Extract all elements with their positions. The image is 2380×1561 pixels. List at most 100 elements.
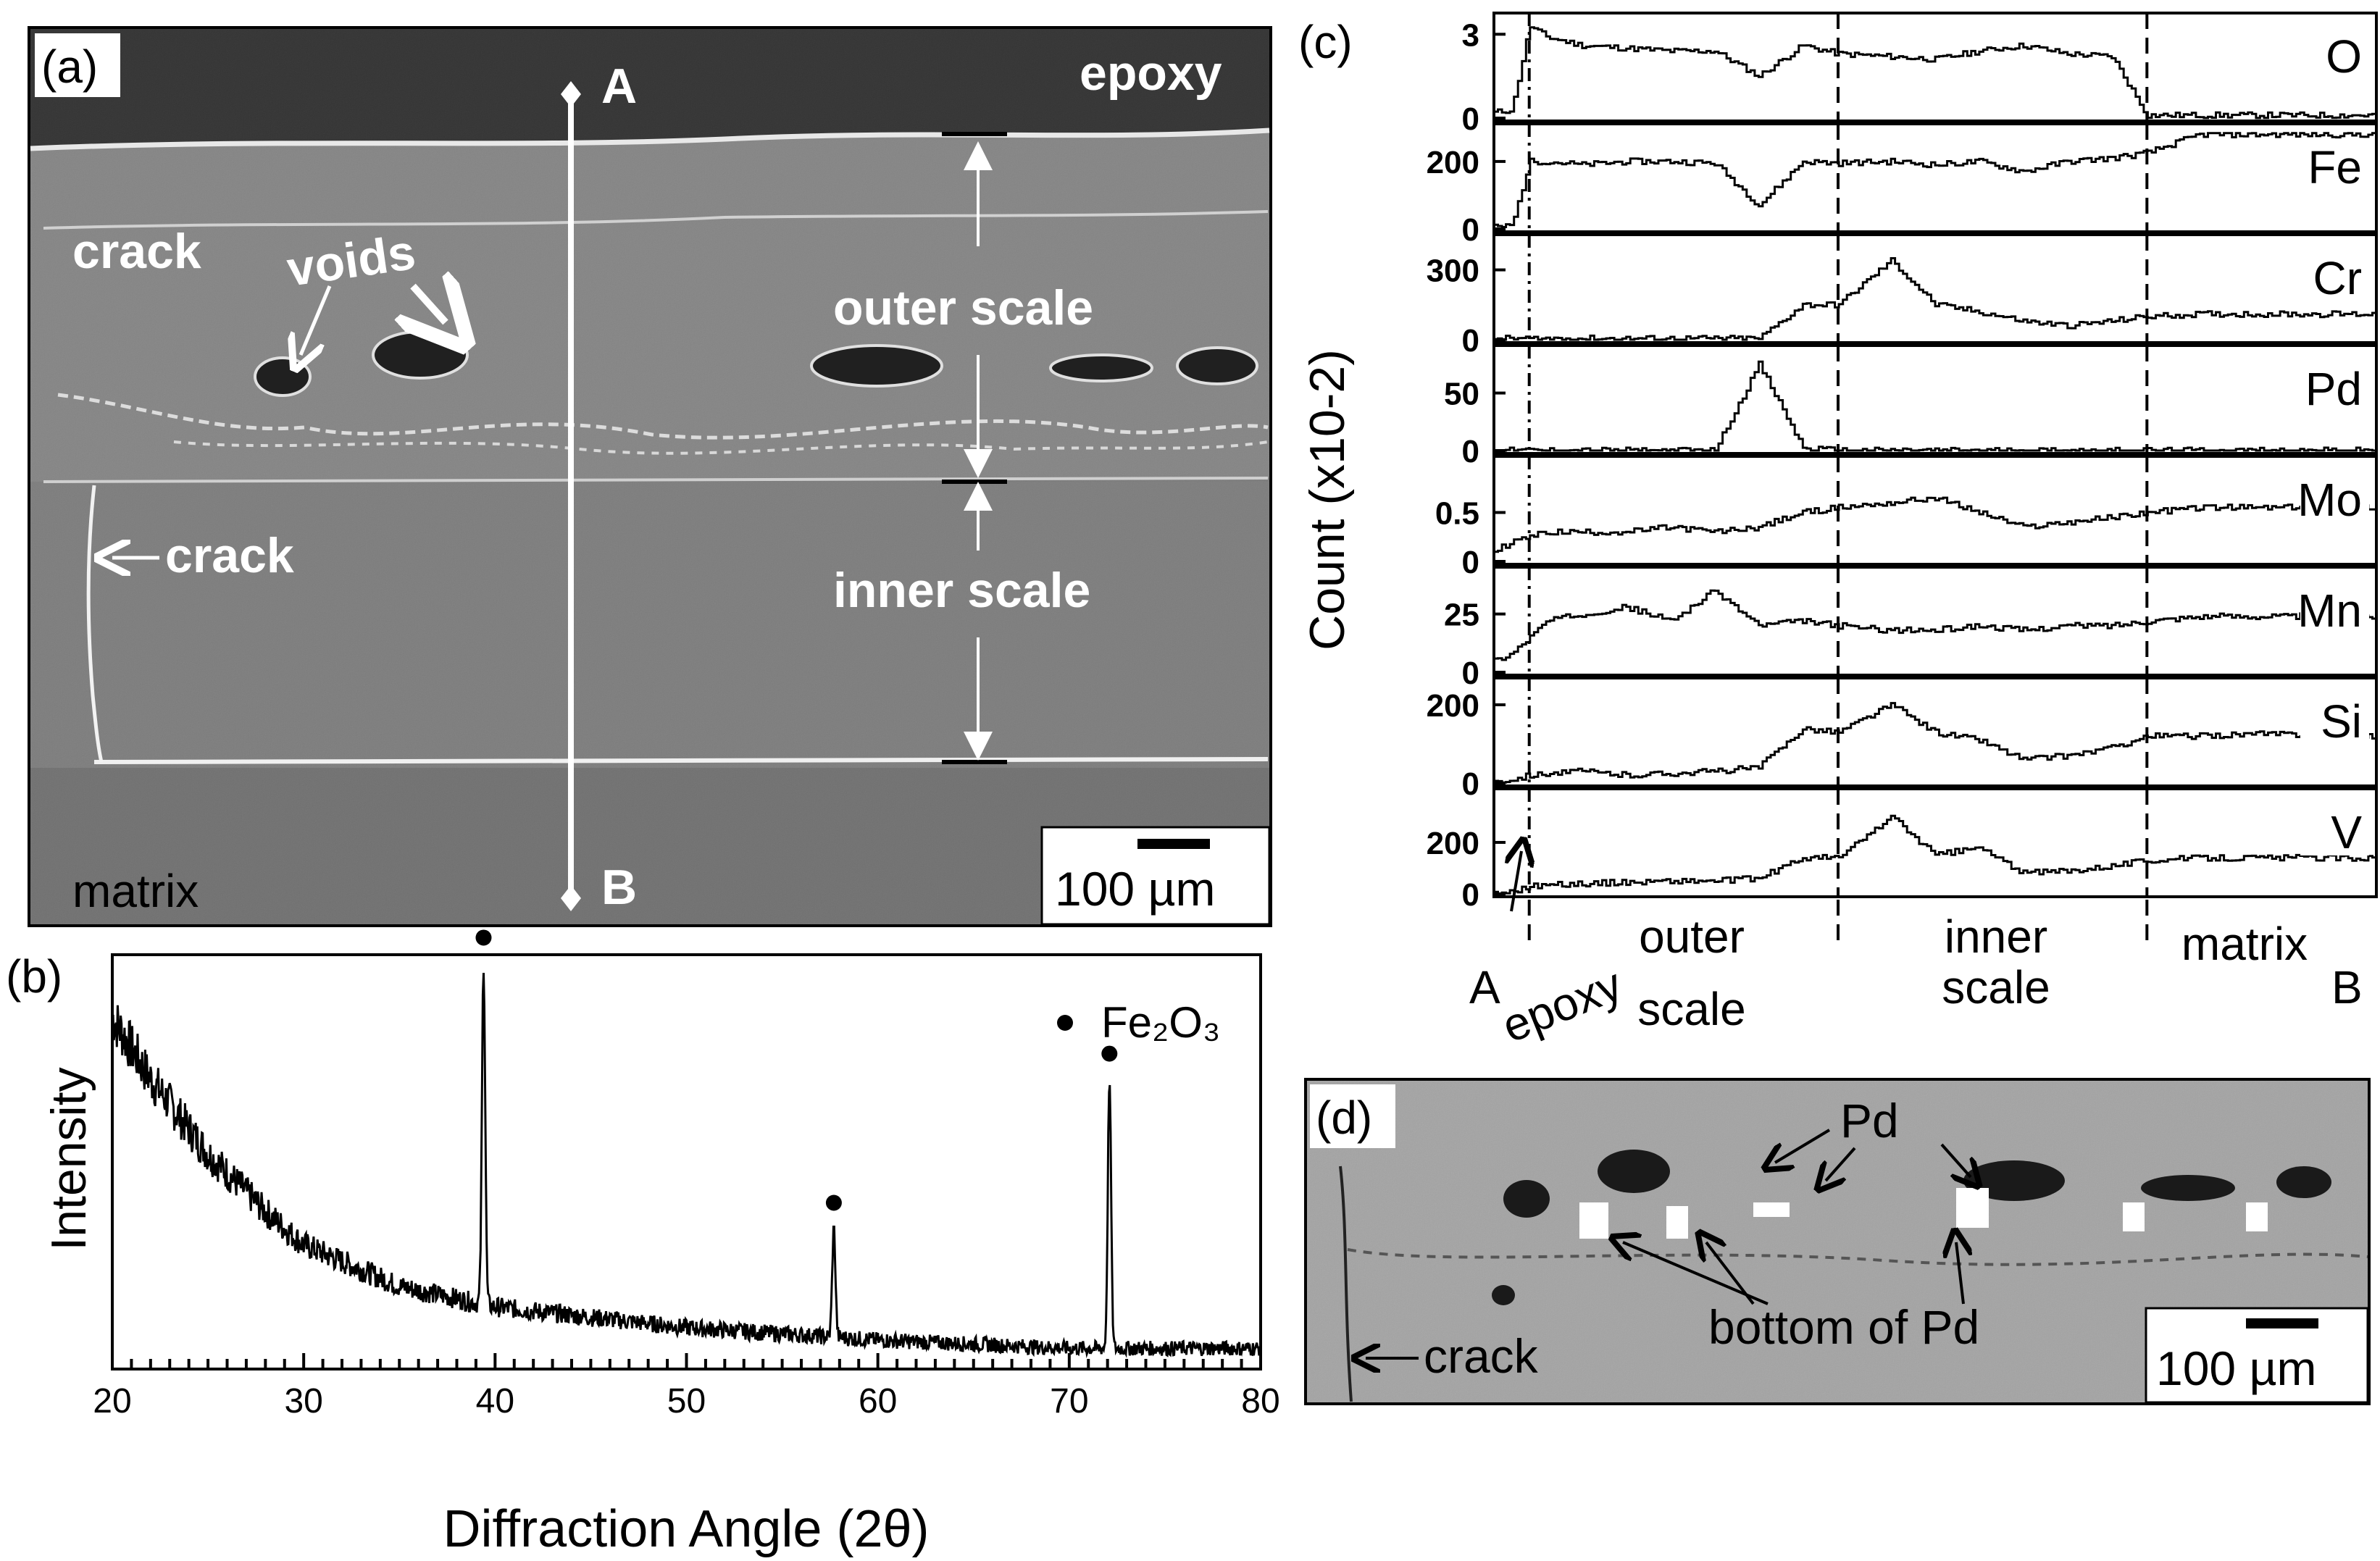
vertical-crack-line — [86, 485, 104, 763]
epoxy-label: epoxy — [1080, 46, 1222, 101]
region-outer-scale-label: scale — [1637, 983, 1745, 1035]
element-label-box — [2300, 583, 2369, 634]
region-inner-scale-label: scale — [1942, 961, 2050, 1013]
eds-trace-mo — [1494, 496, 2378, 553]
point-a-label: A — [601, 59, 637, 114]
eds-tick-label: 0 — [1462, 766, 1479, 802]
pd-arrow-3 — [1940, 1143, 1971, 1177]
scale-brackets — [942, 132, 1007, 764]
panel-d-crack-label: crack — [1424, 1329, 1539, 1383]
outer-crack-line — [43, 210, 1269, 230]
element-label-o: O — [2326, 30, 2362, 83]
element-label-box — [2300, 251, 2369, 301]
eds-tick-label: 3 — [1462, 17, 1479, 53]
pd-label: Pd — [1840, 1094, 1899, 1147]
element-label-box — [2300, 694, 2369, 745]
panel-a: (a) epoxy A B crack voids outer scale cr… — [28, 26, 1272, 927]
eds-row-pd: 0 50 Pd — [1444, 344, 2378, 469]
eds-tick-label: 0 — [1462, 877, 1479, 913]
element-label-v: V — [2331, 806, 2362, 858]
grain-texture — [30, 29, 1269, 924]
element-label-box — [2300, 29, 2369, 80]
eds-tick-label: 50 — [1444, 377, 1479, 412]
eds-trace-si — [1494, 702, 2378, 784]
panel-c-label: (c) — [1298, 16, 1353, 68]
xrd-x-ticks: 20 30 40 50 60 70 80 — [93, 1353, 1280, 1420]
outer-scale-label: outer scale — [833, 280, 1093, 335]
scale-interface-line — [43, 477, 1269, 483]
eds-row-frame — [1492, 233, 2378, 344]
xrd-legend-label: Fe₂O₃ — [1101, 998, 1220, 1047]
eds-row-frame — [1492, 12, 2378, 122]
eds-tick-label: 0 — [1462, 545, 1479, 580]
xrd-plot-frame — [111, 953, 1262, 1370]
eds-trace-fe — [1494, 132, 2376, 228]
element-label-box — [2300, 361, 2369, 412]
eds-tick-label: 0 — [1462, 101, 1479, 137]
eds-row-frame — [1492, 677, 2378, 787]
eds-tick-label: 200 — [1427, 145, 1479, 180]
legend-marker — [1057, 1015, 1073, 1031]
surface-line — [30, 127, 1270, 151]
point-a-marker — [561, 81, 581, 107]
eds-row-mn: 0 25 Mn — [1444, 566, 2378, 691]
element-label-mn: Mn — [2297, 585, 2362, 637]
eds-tick-label: 0 — [1462, 434, 1479, 469]
panel-d-label-box — [1310, 1084, 1395, 1148]
pd-arrow-2 — [1826, 1147, 1856, 1181]
panel-d-pd-particles — [1579, 1188, 2268, 1239]
xrd-peak-markers — [475, 929, 1118, 1211]
eds-trace-o — [1494, 26, 2378, 120]
element-label-pd: Pd — [2305, 363, 2362, 415]
xrd-y-label: Intensity — [41, 1067, 96, 1250]
scale-bar-a — [1137, 839, 1210, 849]
eds-row-fe: 0 200 Fe — [1427, 122, 2378, 248]
panel-b: (b) 20 30 40 50 60 70 80 Fe₂O₃ Intensity Diffr… — [6, 929, 1280, 1558]
epoxy-pointer-arrow — [1511, 851, 1521, 912]
element-label-box — [2300, 472, 2369, 523]
xrd-x-label: Diffraction Angle (2θ) — [443, 1500, 929, 1558]
eds-tick-label: 0 — [1462, 656, 1479, 691]
element-label-box — [2300, 805, 2369, 855]
eds-trace-cr — [1494, 257, 2378, 341]
region-a-label: A — [1469, 961, 1500, 1013]
eds-row-frame — [1492, 344, 2378, 455]
scale-bar-label-a: 100 µm — [1055, 862, 1215, 916]
eds-tick-label: 0 — [1462, 212, 1479, 248]
eds-tick-label: 300 — [1427, 254, 1479, 289]
panel-a-label: (a) — [41, 41, 98, 93]
eds-row-frame — [1492, 566, 2378, 677]
panel-d: (d) Pd bottom of Pd crack 100 µm — [1304, 1078, 2371, 1405]
region-b-label: B — [2331, 961, 2363, 1013]
eds-tick-label: 0 — [1462, 323, 1479, 359]
eds-row-o: 0 3 O — [1462, 12, 2378, 137]
xrd-tick-label: 60 — [859, 1382, 897, 1420]
xrd-tick-label: 80 — [1241, 1382, 1279, 1420]
crack-label-top: crack — [72, 224, 201, 279]
scale-bar-label-d: 100 µm — [2156, 1342, 2316, 1395]
eds-row-v: 0 200 V — [1427, 787, 2378, 913]
xrd-tick-label: 40 — [476, 1382, 514, 1420]
eds-row-cr: 0 300 Cr — [1427, 233, 2378, 359]
fe2o3-peak-marker — [825, 1194, 842, 1211]
xrd-tick-label: 20 — [93, 1382, 131, 1420]
eds-tick-label: 25 — [1444, 598, 1479, 633]
inner-scale-bottom-line — [93, 757, 1269, 764]
eds-row-frame — [1492, 122, 2378, 233]
region-matrix-label: matrix — [2181, 918, 2308, 970]
point-b-label: B — [601, 860, 637, 915]
eds-y-label: Count (x10-2) — [1300, 349, 1355, 650]
region-inner-label: inner — [1945, 911, 2047, 963]
voids-arrow-1 — [301, 285, 332, 355]
eds-row-mo: 0 0.5 Mo — [1435, 455, 2378, 580]
eds-row-si: 0 200 Si — [1427, 677, 2378, 802]
scale-bar-d — [2246, 1318, 2318, 1328]
voids-arrow-2 — [413, 286, 446, 322]
pd-arrow-1 — [1775, 1129, 1831, 1163]
panel-a-label-box — [35, 33, 120, 97]
element-label-fe: Fe — [2308, 141, 2362, 193]
eds-tick-label: 200 — [1427, 688, 1479, 724]
element-label-box — [2300, 140, 2369, 191]
